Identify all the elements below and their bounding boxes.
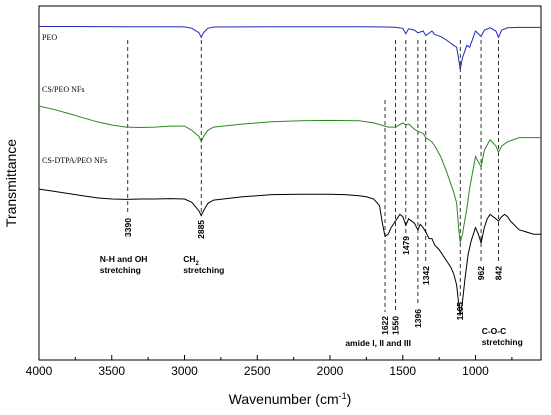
y-axis-title: Transmittance	[3, 139, 19, 227]
x-tick-label-3000: 3000	[171, 364, 198, 378]
series-label-2: CS/PEO NFs	[42, 85, 84, 94]
x-axis: 4000 3500 3000 2500 2000 1500 1000	[26, 355, 513, 378]
peak-label-962: 962	[476, 266, 486, 280]
peak-label-1342: 1342	[421, 266, 431, 285]
annotation-3-line-1: amide I, II and III	[345, 338, 411, 348]
annotation-4-line-1: C-O-C	[482, 326, 507, 336]
annotation-4-line-2: stretching	[482, 337, 523, 347]
series-label-1: PEO	[42, 33, 57, 42]
peak-label-3390: 3390	[123, 218, 133, 237]
series-labels: PEO CS/PEO NFs CS-DTPA/PEO NFs	[42, 33, 107, 165]
annotation-1-line-2: stretching	[100, 265, 141, 275]
peak-label-1550: 1550	[391, 316, 401, 335]
annotation-1-line-1: N-H and OH	[100, 254, 148, 264]
peak-label-1622: 1622	[380, 316, 390, 335]
x-tick-label-4000: 4000	[26, 364, 53, 378]
plot-frame	[38, 5, 542, 361]
annotation-2-line-2: stretching	[183, 265, 224, 275]
series-group	[38, 26, 541, 316]
series-line-2	[38, 105, 541, 243]
peak-label-1105: 1105	[455, 302, 465, 321]
peak-label-842: 842	[494, 266, 504, 280]
peak-lines	[127, 40, 499, 312]
peak-label-2885: 2885	[196, 220, 206, 239]
x-tick-label-1500: 1500	[389, 364, 416, 378]
x-tick-label-2000: 2000	[317, 364, 344, 378]
series-label-3: CS-DTPA/PEO NFs	[42, 156, 107, 165]
x-tick-label-1000: 1000	[462, 364, 489, 378]
annotation-2-line-1: CH2	[183, 254, 199, 267]
peak-labels: 3390 2885 1622 1550 1479 1396 1342 1105 962 842	[123, 218, 504, 335]
x-tick-label-2500: 2500	[244, 364, 271, 378]
x-tick-label-3500: 3500	[98, 364, 125, 378]
series-line-3	[38, 188, 541, 316]
series-line-1	[39, 26, 541, 70]
peak-label-1479: 1479	[401, 236, 411, 255]
peak-label-1396: 1396	[413, 309, 423, 328]
x-axis-title: Wavenumber (cm-1)	[229, 391, 352, 407]
